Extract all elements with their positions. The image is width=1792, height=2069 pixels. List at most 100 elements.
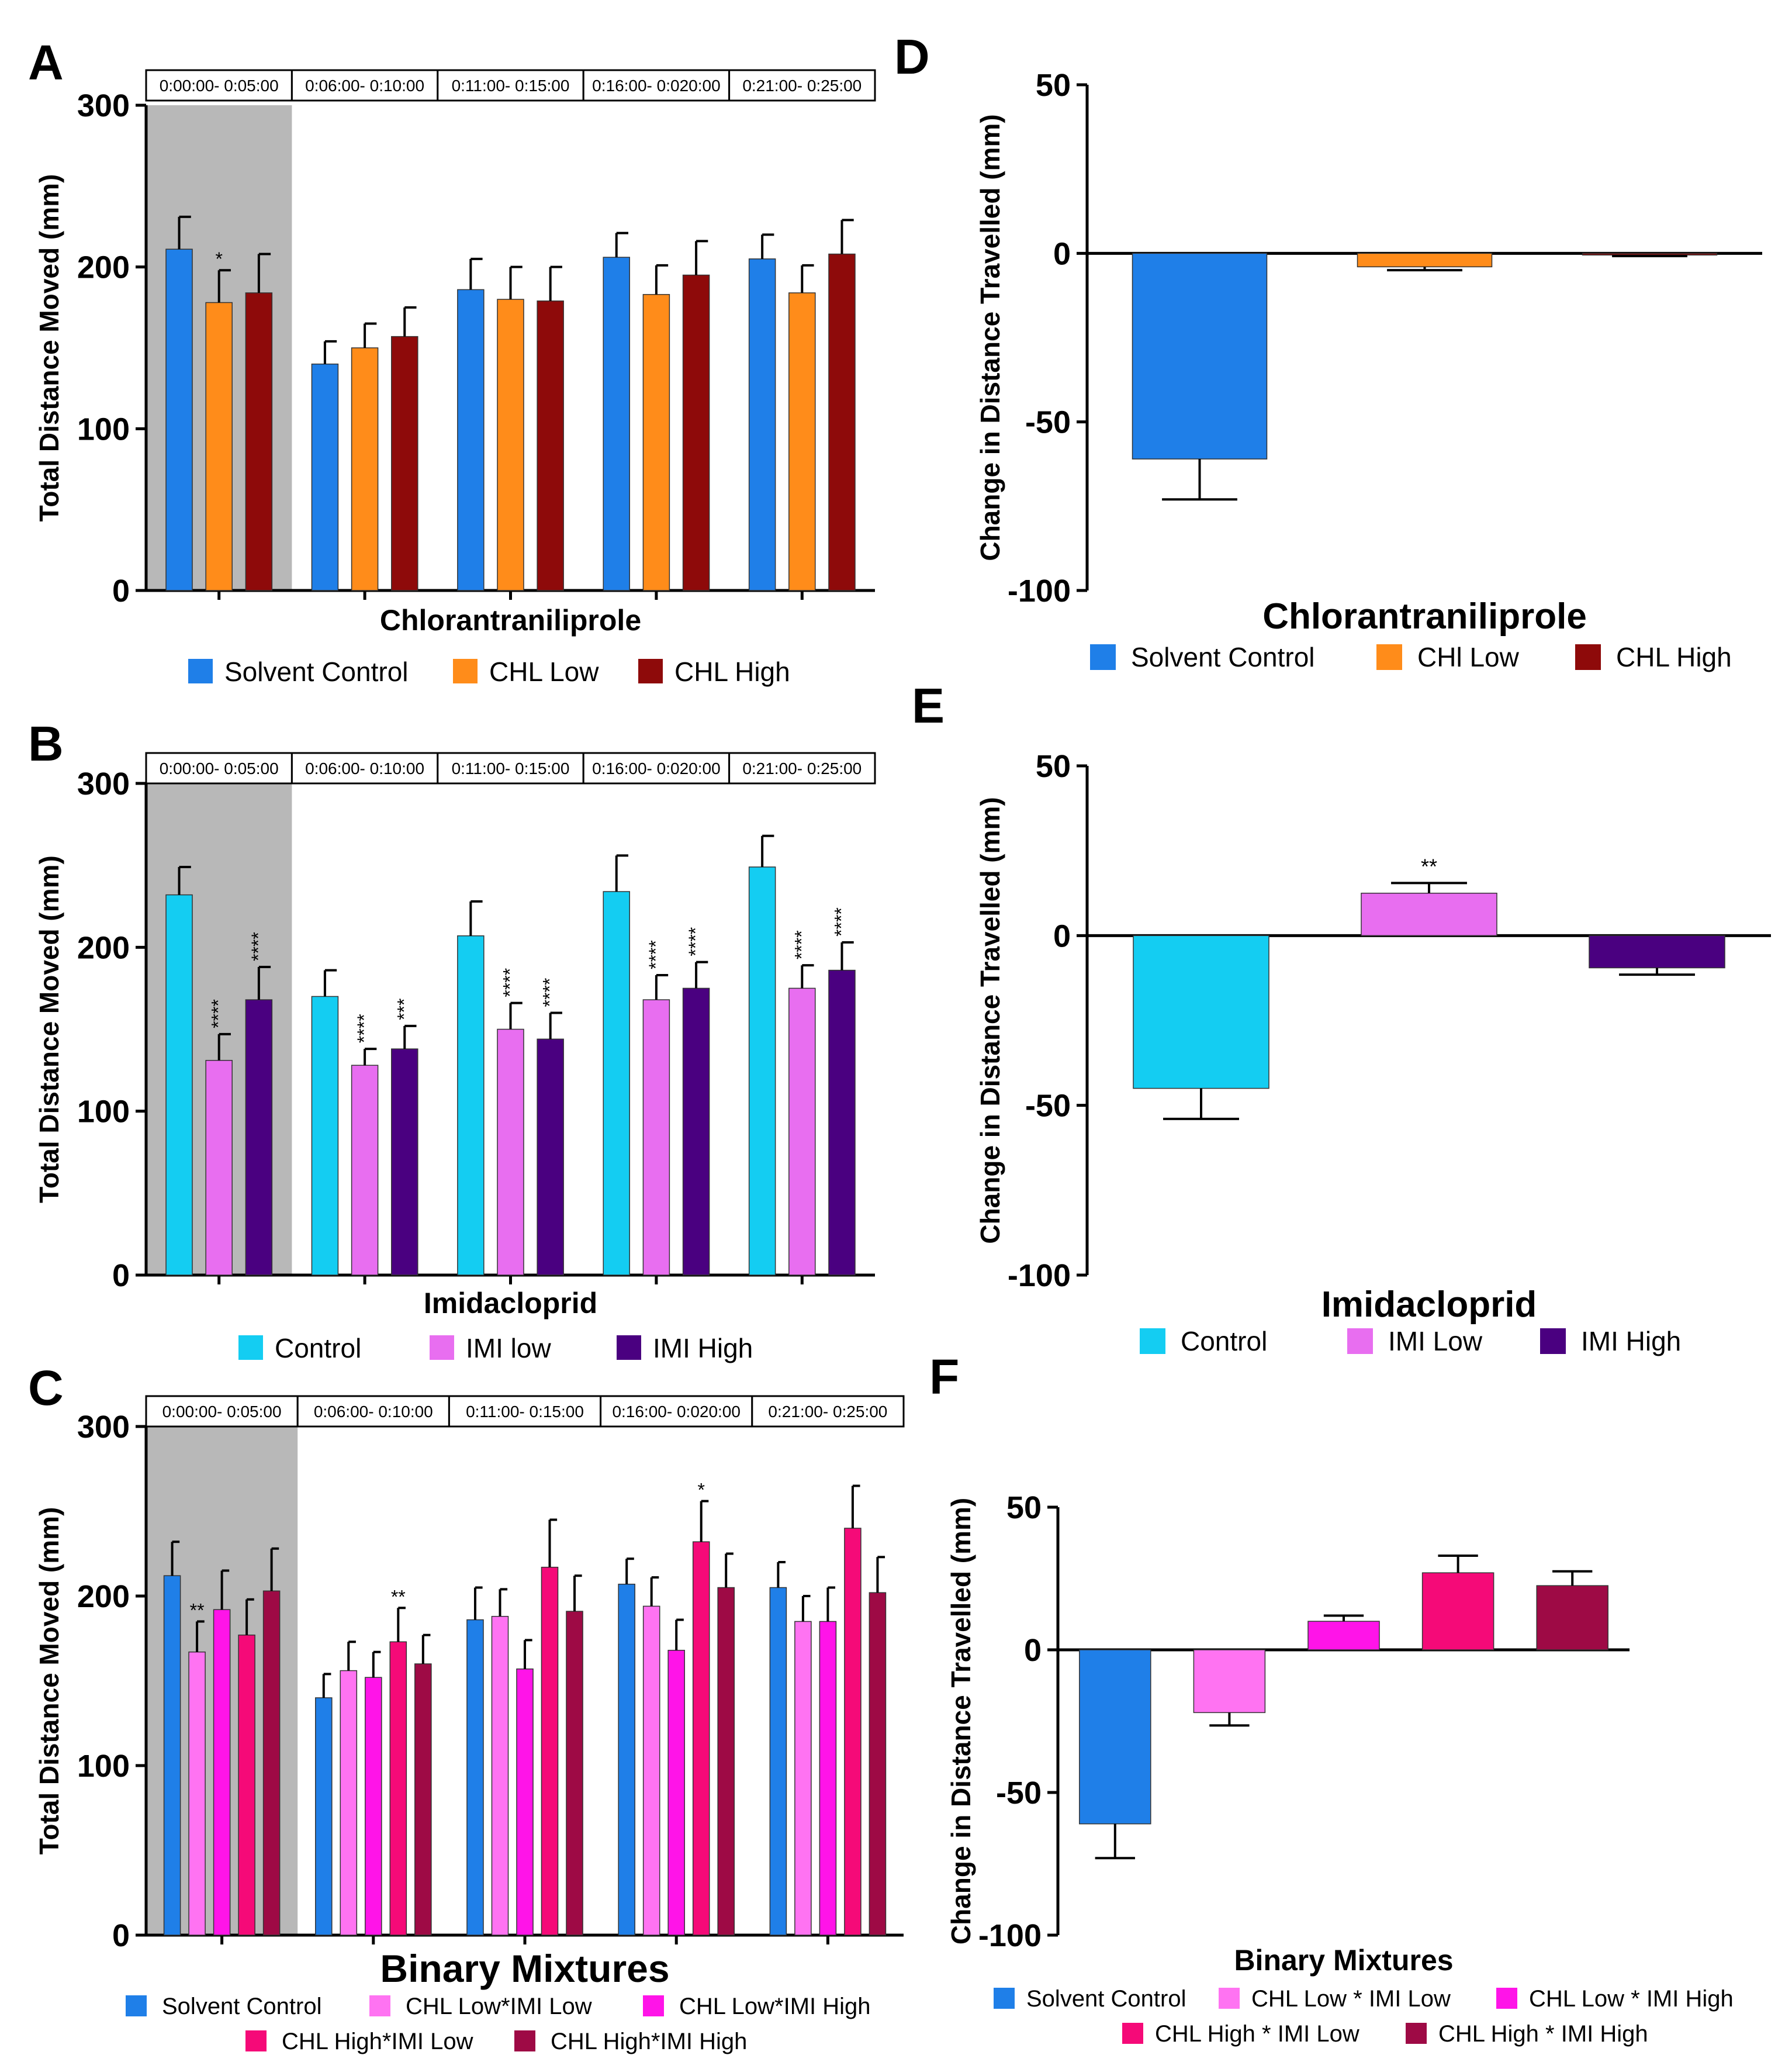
time-window-label: 0:16:00- 0:020:00 [592,77,721,95]
panel-a: A 0 100 200 300 Total Distance Moved (mm) 0:00… [28,35,876,687]
bar [682,987,710,1276]
bar [245,292,273,591]
bar [682,274,710,591]
y-axis-label: Total Distance Moved (mm) [34,1507,64,1855]
legend-swatch [643,1995,664,2016]
panel-letter: D [894,29,930,84]
bar [205,302,233,591]
y-axis-label: Change in Distance Travelled (mm) [975,797,1005,1244]
bar [466,1619,484,1936]
significance-stars: **** [354,1014,375,1043]
legend-swatch [1376,644,1402,670]
bar [748,866,776,1276]
y-tick-label: 300 [77,1410,130,1445]
legend-swatch [369,1995,390,2016]
bar [642,293,670,591]
legend-label: IMI low [466,1333,551,1363]
y-tick-label: -100 [1008,1258,1071,1293]
bar [667,1650,685,1936]
time-window-box [751,1395,905,1428]
bar [819,1621,837,1936]
bar [1193,1649,1266,1714]
bar [537,300,564,591]
time-window-box [582,69,731,102]
bar [391,1048,418,1276]
legend-label: CHL Low * IMI High [1529,1986,1734,2012]
time-window-label: 0:16:00- 0:020:00 [612,1403,741,1421]
panel-letter: F [929,1349,959,1404]
bar [351,347,379,591]
bar [315,1697,333,1936]
panel-letter: C [28,1360,64,1415]
y-axis-label: Change in Distance Travelled (mm) [946,1498,976,1944]
bar [769,1587,787,1936]
legend-swatch [126,1995,147,2016]
y-tick-label: 100 [77,1749,130,1784]
time-window-label: 0:06:00- 0:10:00 [314,1403,433,1421]
significance-stars: *** [393,999,414,1020]
legend-label: Control [275,1333,361,1363]
legend-label: CHL Low * IMI Low [1251,1986,1451,2012]
bar [603,891,630,1276]
panel-letter: B [28,716,64,771]
bar [717,1587,735,1936]
bar [311,996,339,1276]
significance-stars: **** [500,968,521,997]
legend-swatch [238,1335,263,1360]
legend-label: CHL High*IMI Low [282,2029,473,2054]
bar [748,258,776,591]
y-tick-label: 0 [1053,236,1071,271]
time-window-box [728,752,876,785]
legend-swatch [453,659,478,683]
bar [1421,1572,1495,1650]
bar [311,363,339,591]
time-window-box [582,752,731,785]
y-tick-label: 0 [1024,1633,1042,1668]
bar [828,253,856,591]
bar [618,1583,635,1936]
time-window-label: 0:00:00- 0:05:00 [160,759,279,778]
significance-stars: **** [831,907,852,937]
legend-swatch [638,659,663,683]
y-tick-label: 200 [77,930,130,965]
time-window-label: 0:11:00- 0:15:00 [452,77,570,95]
panel-f: F -100 -50 0 50 Change in Distance Travelled … [929,1349,1734,2047]
time-window-label: 0:00:00- 0:05:00 [160,77,279,95]
y-tick-label: 100 [77,412,130,447]
bar [351,1065,379,1276]
legend-label: Solvent Control [224,657,409,687]
significance-stars: **** [791,930,812,959]
y-tick-label: 200 [77,250,130,285]
legend-label: CHL High * IMI Low [1155,2021,1359,2047]
time-window-label: 0:21:00- 0:25:00 [768,1403,887,1421]
panel-e: E -100 -50 0 50 Change in Distance Travelled … [912,678,1771,1356]
bar [541,1566,559,1936]
legend-label: Solvent Control [1131,642,1315,672]
panel-b: B 0 100 200 300 Total Distance Moved (mm) 0:00… [28,716,876,1363]
panel-letter: E [912,678,945,733]
time-window-label: 0:11:00- 0:15:00 [466,1403,584,1421]
bar [1132,253,1268,460]
significance-stars: * [697,1480,704,1501]
legend-label: CHL High*IMI High [551,2029,747,2054]
legend-swatch [1496,1988,1517,2009]
time-window-label: 0:16:00- 0:020:00 [592,759,721,778]
time-window-box [290,752,439,785]
bar [245,999,273,1276]
x-axis-title: Imidacloprid [1321,1284,1537,1325]
bar [794,1621,812,1936]
significance-stars: **** [248,932,269,961]
legend-swatch [245,2030,267,2051]
bar [1133,935,1269,1089]
bar [205,1060,233,1276]
x-axis-title: Chlorantraniliprole [380,604,641,637]
legend-label: CHL High [1616,642,1732,672]
y-tick-label: -100 [978,1918,1042,1953]
time-window-box [437,69,584,102]
y-tick-label: 300 [77,88,130,123]
x-axis-title: Binary Mixtures [380,1947,669,1990]
y-tick-label: 0 [112,1918,130,1953]
bar [603,257,630,591]
legend-label: Solvent Control [162,1994,321,2019]
bar [163,1575,181,1936]
